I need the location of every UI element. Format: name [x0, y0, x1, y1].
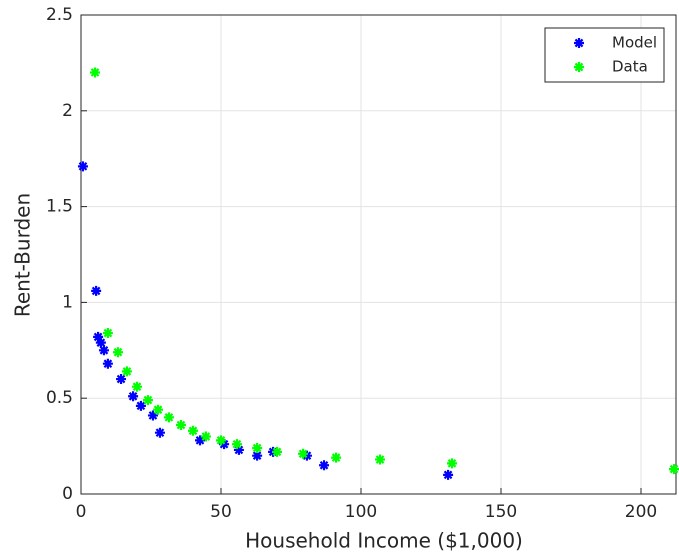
point: [90, 67, 100, 78]
y-axis-label: Rent-Burden: [11, 193, 35, 317]
point: [200, 431, 211, 442]
y-tick-label: 2.5: [46, 5, 73, 25]
point: [375, 454, 386, 465]
point: [233, 444, 244, 455]
point: [195, 435, 205, 446]
legend-label: Model: [612, 34, 657, 52]
point: [331, 452, 342, 463]
point: [154, 427, 165, 438]
x-axis-label: Household Income ($1,000): [245, 529, 523, 553]
legend-marker: [574, 62, 584, 72]
point: [147, 410, 158, 421]
point: [447, 458, 457, 469]
point: [128, 391, 139, 402]
point: [95, 337, 106, 348]
point: [102, 328, 113, 339]
point: [121, 366, 132, 377]
legend-label: Data: [612, 58, 648, 76]
plot-area: [81, 15, 676, 494]
x-tick-label: 100: [345, 502, 377, 522]
legend-marker: [574, 38, 584, 48]
point: [175, 420, 186, 431]
point: [153, 404, 163, 415]
point: [669, 464, 679, 475]
y-tick-label: 1: [62, 292, 73, 312]
x-tick-label: 200: [625, 502, 657, 522]
axes-box: [80, 14, 677, 495]
point: [298, 448, 309, 459]
legend-box: [544, 27, 665, 83]
point: [443, 469, 454, 480]
point: [252, 450, 263, 461]
point: [91, 285, 102, 296]
point: [163, 412, 174, 423]
point: [188, 425, 198, 436]
point: [216, 435, 226, 446]
x-tick-label: 150: [485, 502, 517, 522]
y-tick-label: 1.5: [46, 197, 73, 217]
point: [112, 347, 123, 358]
point: [231, 439, 242, 450]
point: [319, 460, 330, 471]
y-tick-label: 2: [62, 101, 73, 121]
point: [301, 450, 312, 461]
y-tick-label: 0: [62, 484, 73, 504]
point: [272, 446, 282, 457]
point: [135, 400, 146, 411]
x-tick-label: 0: [76, 502, 87, 522]
point: [77, 161, 88, 172]
point: [116, 374, 127, 385]
point: [93, 331, 104, 342]
point: [102, 358, 113, 369]
y-tick-label: 0.5: [46, 388, 73, 408]
point: [98, 345, 109, 356]
x-tick-label: 50: [210, 502, 232, 522]
point: [142, 395, 153, 406]
point: [252, 443, 263, 454]
point: [132, 381, 142, 392]
